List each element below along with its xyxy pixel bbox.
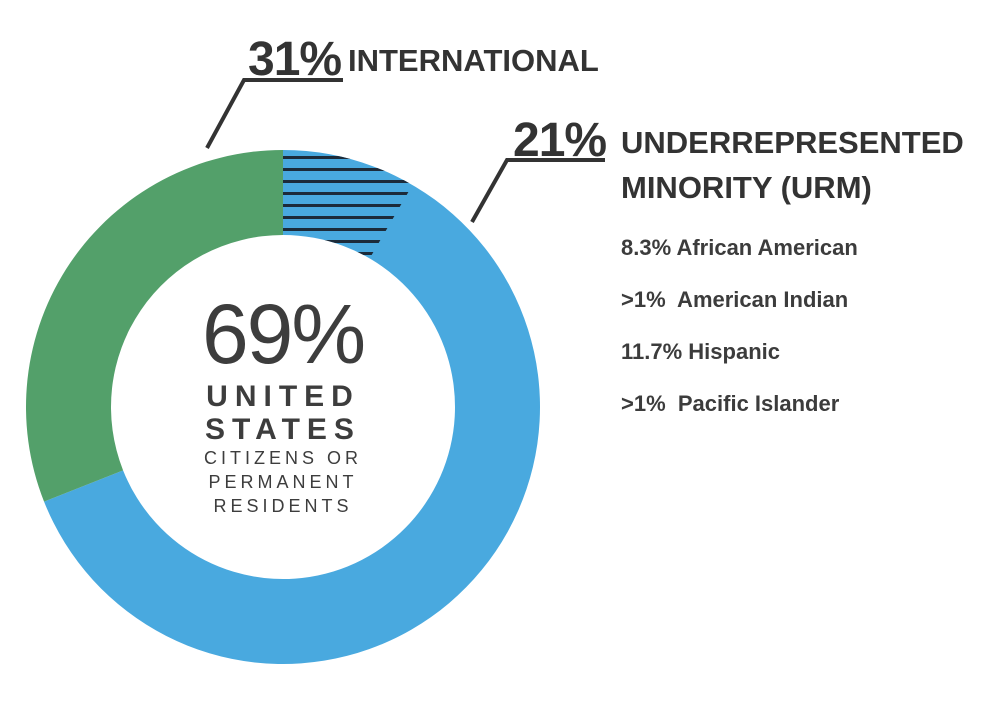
urm-breakdown-item: 8.3% African American [621, 235, 858, 260]
international-slice [26, 150, 284, 502]
center-text-line: STATES [205, 413, 361, 446]
urm-percent: 21% [513, 114, 607, 167]
urm-breakdown-item: 11.7% Hispanic [621, 339, 780, 364]
urm-hatch-line [283, 216, 413, 219]
urm-leader-line [470, 158, 605, 223]
center-text-line: RESIDENTS [213, 496, 353, 516]
urm-hatch-line [283, 156, 413, 159]
urm-hatch-line [283, 228, 413, 231]
urm-breakdown-item: >1% American Indian [621, 287, 849, 312]
urm-hatch-line [283, 240, 413, 243]
urm-hatch-line [283, 168, 413, 171]
center-text-line: CITIZENS OR [203, 448, 362, 468]
urm-hatch-line [283, 192, 413, 195]
urm-label-line1: UNDERREPRESENTED [621, 125, 964, 160]
urm-breakdown-item: >1% Pacific Islander [621, 391, 840, 416]
urm-hatch-line [283, 204, 413, 207]
international-percent: 31% [248, 33, 342, 86]
center-text-line: UNITED [206, 380, 360, 413]
international-label: INTERNATIONAL [348, 43, 599, 78]
international-leader-line [205, 78, 343, 149]
urm-hatch-line [283, 180, 413, 183]
us-slice [44, 150, 540, 664]
center-text-line: PERMANENT [208, 472, 358, 492]
center-label: 69% UNITED STATES CITIZENS OR PERMANENT … [160, 292, 406, 518]
center-percent: 69% [201, 287, 366, 381]
urm-label-line2: MINORITY (URM) [621, 170, 872, 205]
